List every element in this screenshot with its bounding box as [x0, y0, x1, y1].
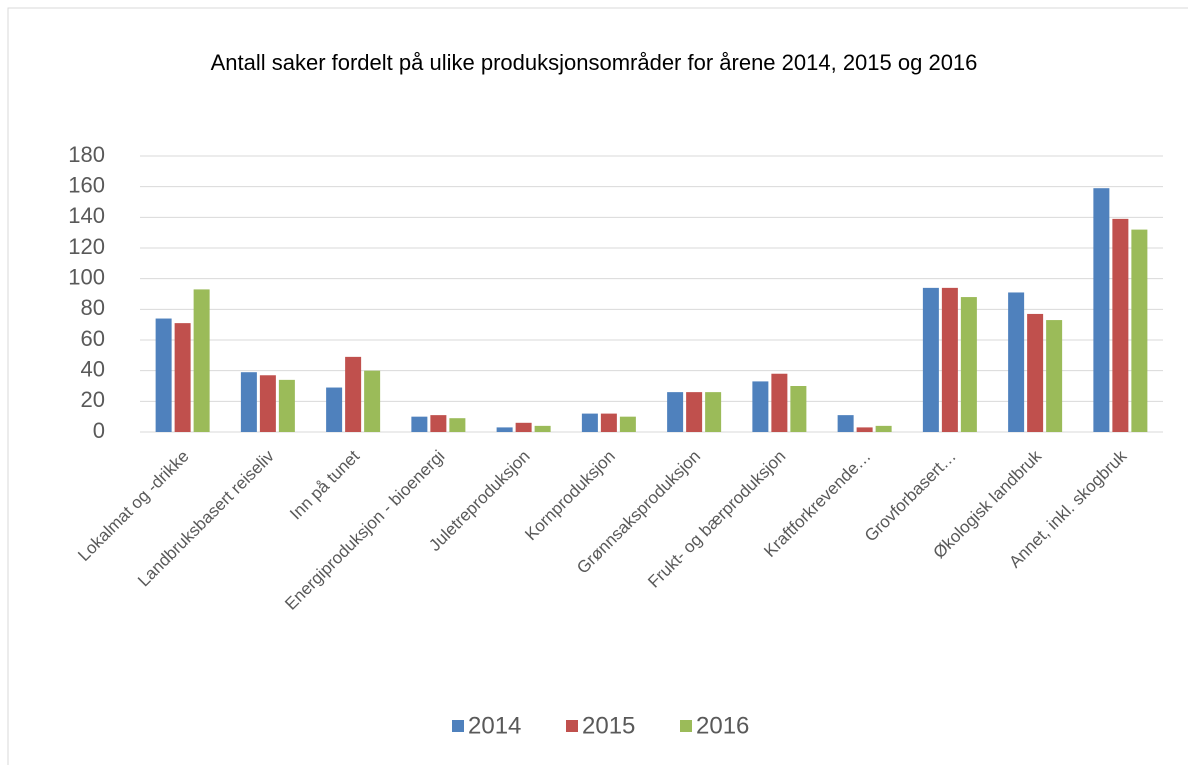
legend-label: 2014 — [468, 712, 521, 739]
y-tick-label: 100 — [68, 264, 105, 289]
bar — [1093, 188, 1110, 432]
bar — [619, 416, 636, 432]
bar — [411, 416, 428, 432]
x-tick-label: Inn på tunet — [286, 446, 363, 523]
x-tick-label: Energiproduksjon - bioenergi — [281, 447, 448, 614]
x-tick-label: Landbruksbasert reiseliv — [134, 446, 278, 590]
bar — [515, 422, 532, 432]
bar — [496, 427, 513, 432]
bar — [1027, 313, 1044, 432]
legend-label: 2015 — [582, 712, 635, 739]
bar — [278, 379, 295, 432]
bar — [430, 415, 447, 432]
y-tick-label: 40 — [81, 356, 105, 381]
bar — [837, 415, 854, 432]
bar — [155, 318, 172, 432]
legend-swatch — [452, 720, 464, 732]
bar — [174, 323, 191, 432]
bar — [771, 373, 788, 432]
bar — [259, 375, 276, 432]
bar — [705, 392, 722, 432]
chart-title: Antall saker fordelt på ulike produksjon… — [210, 50, 978, 75]
bar — [686, 392, 703, 432]
y-tick-label: 80 — [81, 295, 105, 320]
bar — [875, 425, 892, 432]
y-tick-label: 0 — [93, 418, 105, 443]
bar — [790, 386, 807, 432]
x-tick-label: Kornproduksjon — [521, 447, 619, 545]
bar — [193, 289, 210, 432]
bar — [941, 287, 958, 432]
bar — [600, 413, 617, 432]
y-tick-label: 140 — [68, 203, 105, 228]
bar — [326, 387, 343, 432]
bar — [449, 418, 466, 432]
x-tick-label: Grovforbasert… — [861, 447, 960, 546]
legend-label: 2016 — [696, 712, 749, 739]
x-tick-label: Frukt- og bærproduksjon — [644, 447, 789, 592]
y-tick-label: 120 — [68, 234, 105, 259]
bar — [922, 287, 939, 432]
bar — [364, 370, 381, 432]
bar — [1112, 218, 1129, 432]
bar — [240, 372, 257, 432]
y-tick-label: 20 — [81, 387, 105, 412]
y-tick-label: 180 — [68, 142, 105, 167]
bar — [856, 427, 873, 432]
bar — [667, 392, 684, 432]
bar — [345, 356, 362, 432]
bar — [1008, 292, 1025, 432]
legend-swatch — [566, 720, 578, 732]
y-tick-label: 60 — [81, 326, 105, 351]
legend-swatch — [680, 720, 692, 732]
bar — [1046, 320, 1063, 432]
bar — [581, 413, 598, 432]
bar — [752, 381, 769, 432]
chart-frame — [7, 7, 1188, 765]
bar — [534, 425, 551, 432]
bar — [1131, 229, 1148, 432]
bar — [960, 297, 977, 432]
y-tick-label: 160 — [68, 172, 105, 197]
